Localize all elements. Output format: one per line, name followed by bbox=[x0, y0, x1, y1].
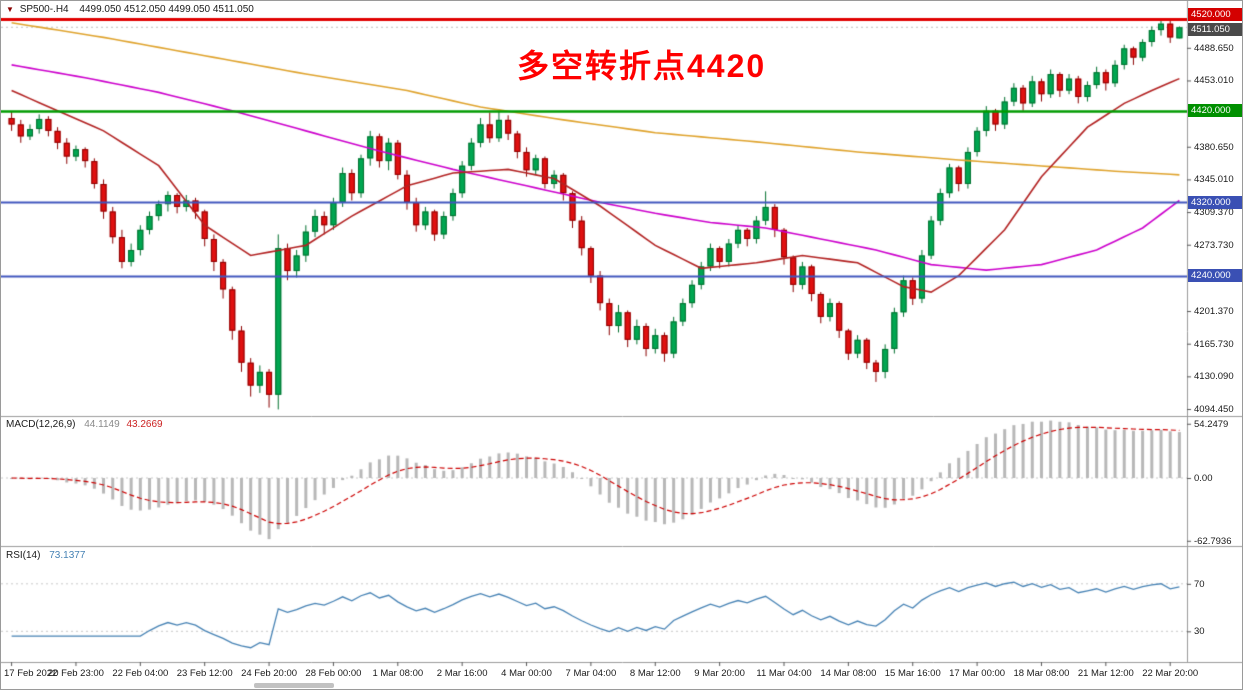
symbol-timeframe-label: SP500-.H4 bbox=[19, 4, 69, 15]
ohlc-values: 4499.050 4512.050 4499.050 4511.050 bbox=[79, 4, 254, 15]
macd-signal-value: 43.2669 bbox=[126, 419, 163, 430]
chart-info-line: ▼ SP500-.H4 4499.050 4512.050 4499.050 4… bbox=[6, 4, 254, 15]
rsi-value: 73.1377 bbox=[49, 550, 86, 561]
macd-name: MACD(12,26,9) bbox=[6, 419, 76, 430]
macd-indicator-label: MACD(12,26,9) 44.1149 43.2669 bbox=[6, 419, 163, 430]
annotation-text: 多空转折点4420 bbox=[517, 48, 767, 84]
symbol-dropdown-icon[interactable]: ▼ bbox=[6, 5, 14, 14]
rsi-indicator-label: RSI(14) 73.1377 bbox=[6, 550, 85, 561]
rsi-name: RSI(14) bbox=[6, 550, 41, 561]
macd-main-value: 44.1149 bbox=[84, 419, 120, 430]
h-scrollbar-thumb[interactable] bbox=[254, 683, 334, 688]
